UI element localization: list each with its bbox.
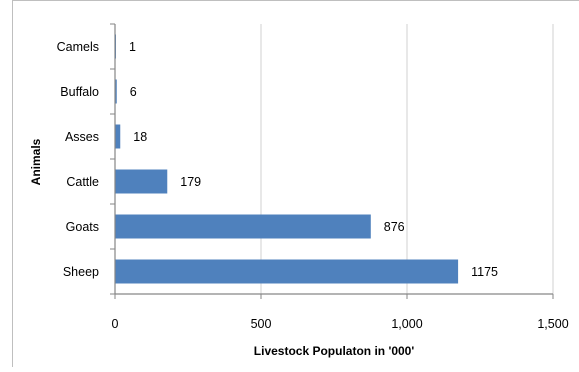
- chart-frame-top-border: [12, 0, 579, 1]
- x-axis-title: Livestock Populaton in '000': [254, 344, 415, 358]
- bar-sheep: [115, 259, 459, 284]
- gridlines: [260, 24, 554, 294]
- chart-frame-left-border: [12, 0, 13, 367]
- category-label: Sheep: [63, 265, 99, 279]
- data-label: 876: [384, 220, 405, 234]
- bars: [115, 34, 459, 284]
- bar-goats: [115, 214, 371, 239]
- data-label: 179: [180, 175, 201, 189]
- x-tick-label: 500: [251, 317, 272, 331]
- data-label: 1175: [471, 265, 498, 279]
- category-label: Asses: [65, 130, 99, 144]
- axes: [110, 23, 554, 299]
- x-tick-label: 0: [112, 317, 119, 331]
- labels: 0 500 1,000 1,500 Sheep 1175 Goats 876 Cattle 179…: [57, 40, 569, 331]
- data-label: 18: [133, 130, 147, 144]
- category-label: Cattle: [66, 175, 99, 189]
- category-label: Goats: [66, 220, 99, 234]
- x-tick-label: 1,500: [537, 317, 568, 331]
- bar-buffalo: [115, 79, 117, 104]
- x-tick-label: 1,000: [391, 317, 422, 331]
- y-axis-title: Animals: [29, 138, 43, 185]
- data-label: 1: [129, 40, 136, 54]
- bar-asses: [115, 124, 121, 149]
- category-label: Buffalo: [60, 85, 99, 99]
- category-label: Camels: [57, 40, 99, 54]
- data-label: 6: [130, 85, 137, 99]
- bar-cattle: [115, 169, 168, 194]
